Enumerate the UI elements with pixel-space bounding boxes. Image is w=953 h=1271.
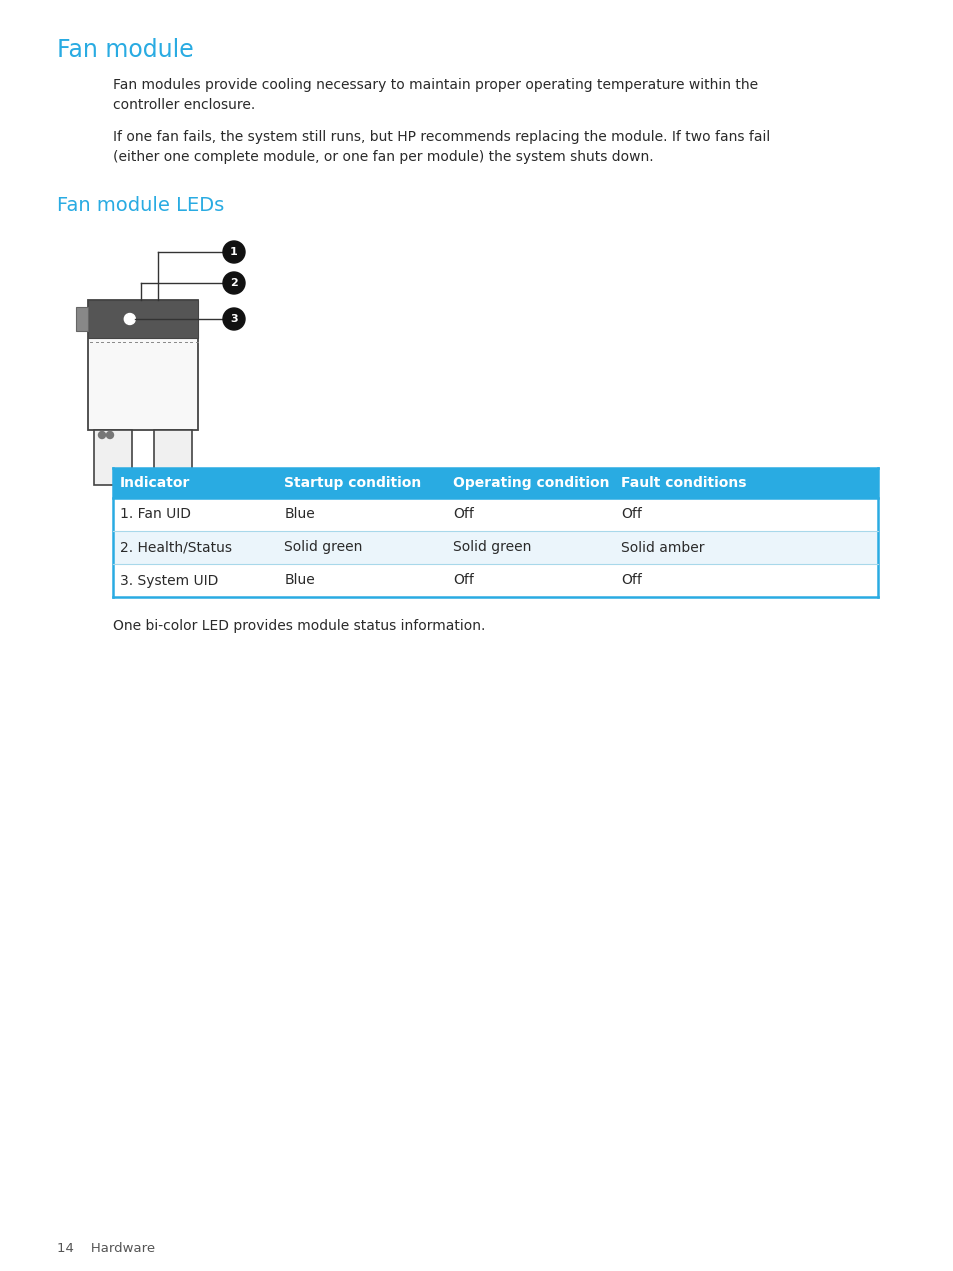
Text: Fault conditions: Fault conditions bbox=[620, 477, 746, 491]
Text: 2. Health/Status: 2. Health/Status bbox=[120, 540, 232, 554]
Text: Solid amber: Solid amber bbox=[620, 540, 704, 554]
Text: 2: 2 bbox=[230, 278, 237, 289]
Circle shape bbox=[124, 314, 135, 324]
Text: Blue: Blue bbox=[284, 573, 314, 587]
Text: 3. System UID: 3. System UID bbox=[120, 573, 218, 587]
Text: Fan module LEDs: Fan module LEDs bbox=[57, 196, 224, 215]
Text: 3: 3 bbox=[230, 314, 237, 324]
Circle shape bbox=[107, 431, 113, 438]
Text: Operating condition: Operating condition bbox=[453, 477, 609, 491]
Bar bbox=[112, 531, 877, 564]
Text: Fan modules provide cooling necessary to maintain proper operating temperature w: Fan modules provide cooling necessary to… bbox=[112, 78, 758, 112]
Text: Off: Off bbox=[453, 507, 473, 521]
Text: 14    Hardware: 14 Hardware bbox=[57, 1242, 155, 1254]
Text: Indicator: Indicator bbox=[120, 477, 191, 491]
Circle shape bbox=[138, 491, 148, 500]
Circle shape bbox=[98, 431, 106, 438]
Text: Solid green: Solid green bbox=[453, 540, 531, 554]
Bar bbox=[112, 498, 877, 531]
Text: If one fan fails, the system still runs, but HP recommends replacing the module.: If one fan fails, the system still runs,… bbox=[112, 130, 769, 164]
Text: Solid green: Solid green bbox=[284, 540, 362, 554]
Text: Blue: Blue bbox=[284, 507, 314, 521]
Text: Fan module: Fan module bbox=[57, 38, 193, 62]
Bar bbox=[112, 468, 877, 498]
Bar bbox=[76, 308, 88, 330]
Text: 1: 1 bbox=[230, 247, 237, 257]
Bar bbox=[153, 430, 192, 486]
Bar bbox=[88, 300, 198, 338]
Text: Off: Off bbox=[620, 507, 641, 521]
Text: Startup condition: Startup condition bbox=[284, 477, 421, 491]
Circle shape bbox=[223, 241, 245, 263]
Bar bbox=[88, 300, 198, 430]
Text: Off: Off bbox=[453, 573, 473, 587]
Text: One bi-color LED provides module status information.: One bi-color LED provides module status … bbox=[112, 619, 485, 633]
Circle shape bbox=[223, 308, 245, 330]
Bar bbox=[94, 430, 132, 486]
Text: 1. Fan UID: 1. Fan UID bbox=[120, 507, 191, 521]
Bar bbox=[112, 564, 877, 597]
Circle shape bbox=[223, 272, 245, 294]
Text: Off: Off bbox=[620, 573, 641, 587]
